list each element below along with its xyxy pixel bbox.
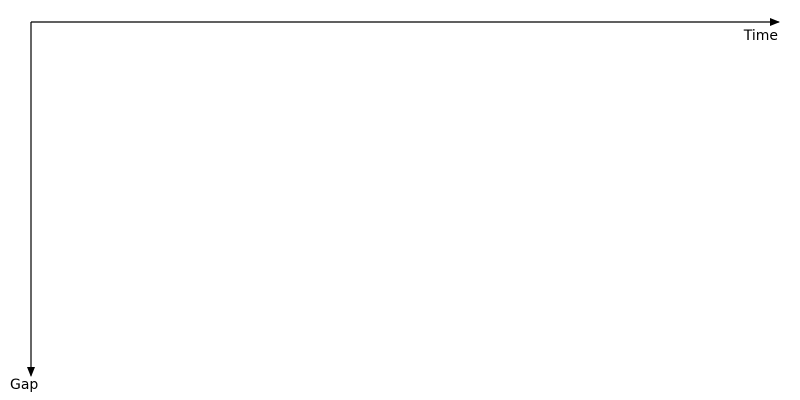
y-axis-title: Gap — [10, 377, 38, 393]
x-axis-title: Time — [743, 28, 778, 44]
